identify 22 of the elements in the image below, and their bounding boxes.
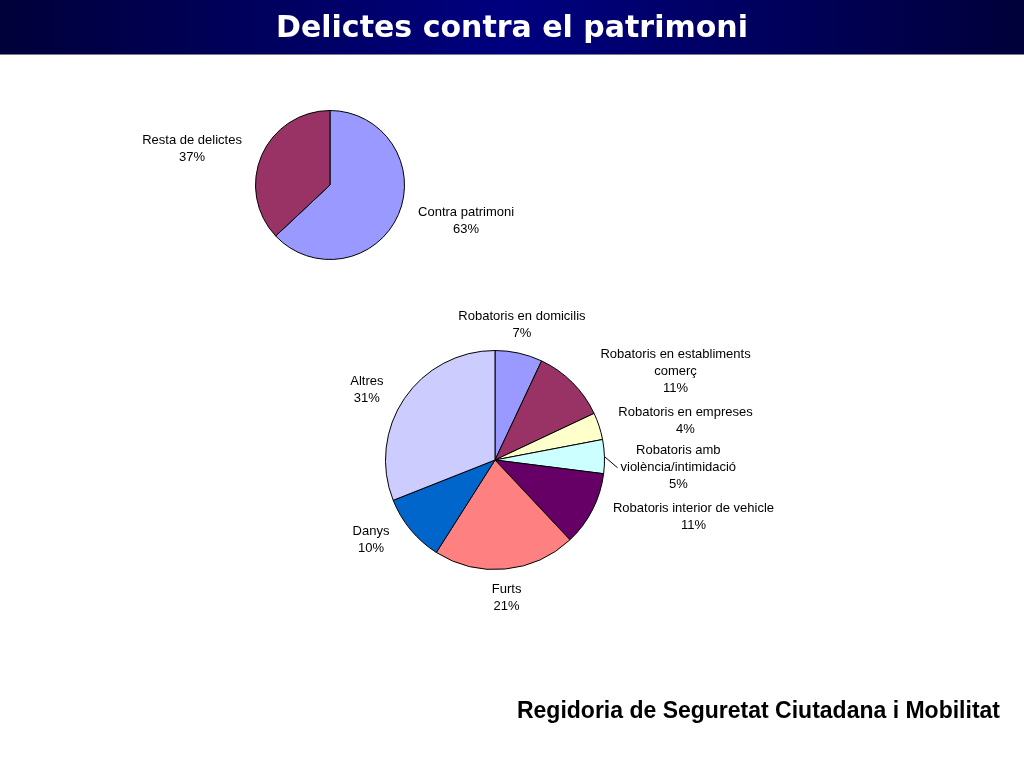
slice-label: Robatoris en establiments comerç: [600, 345, 752, 378]
data-label: 63%: [453, 221, 480, 237]
slice-label: Danys: [352, 523, 390, 539]
chart-title: Delictes contra el patrimoni: [276, 9, 748, 45]
data-label: 10%: [358, 540, 385, 556]
data-label: 7%: [512, 324, 532, 340]
slice-label: Robatoris en domicilis: [458, 307, 587, 323]
slice-label: Robatoris amb violència/intimidació: [620, 442, 737, 475]
slice-label: Resta de delictes: [142, 132, 243, 148]
data-label: 5%: [668, 476, 689, 492]
data-label: 4%: [676, 421, 696, 437]
data-label: 37%: [179, 149, 206, 165]
text: Regidoria de Seguretat Ciutadana i Mobilitat: [516, 696, 1000, 724]
slice-label: Furts: [491, 581, 522, 597]
slice-label: Robatoris interior de vehicle: [612, 500, 775, 516]
slice-label: Contra patrimoni: [418, 204, 515, 220]
slice-label: Robatoris en empreses: [618, 404, 754, 420]
data-label: 11%: [663, 379, 689, 395]
data-label: 11%: [680, 517, 707, 533]
data-label: 31%: [353, 389, 381, 405]
slice-label: Altres: [350, 372, 384, 388]
data-label: 21%: [493, 598, 521, 614]
